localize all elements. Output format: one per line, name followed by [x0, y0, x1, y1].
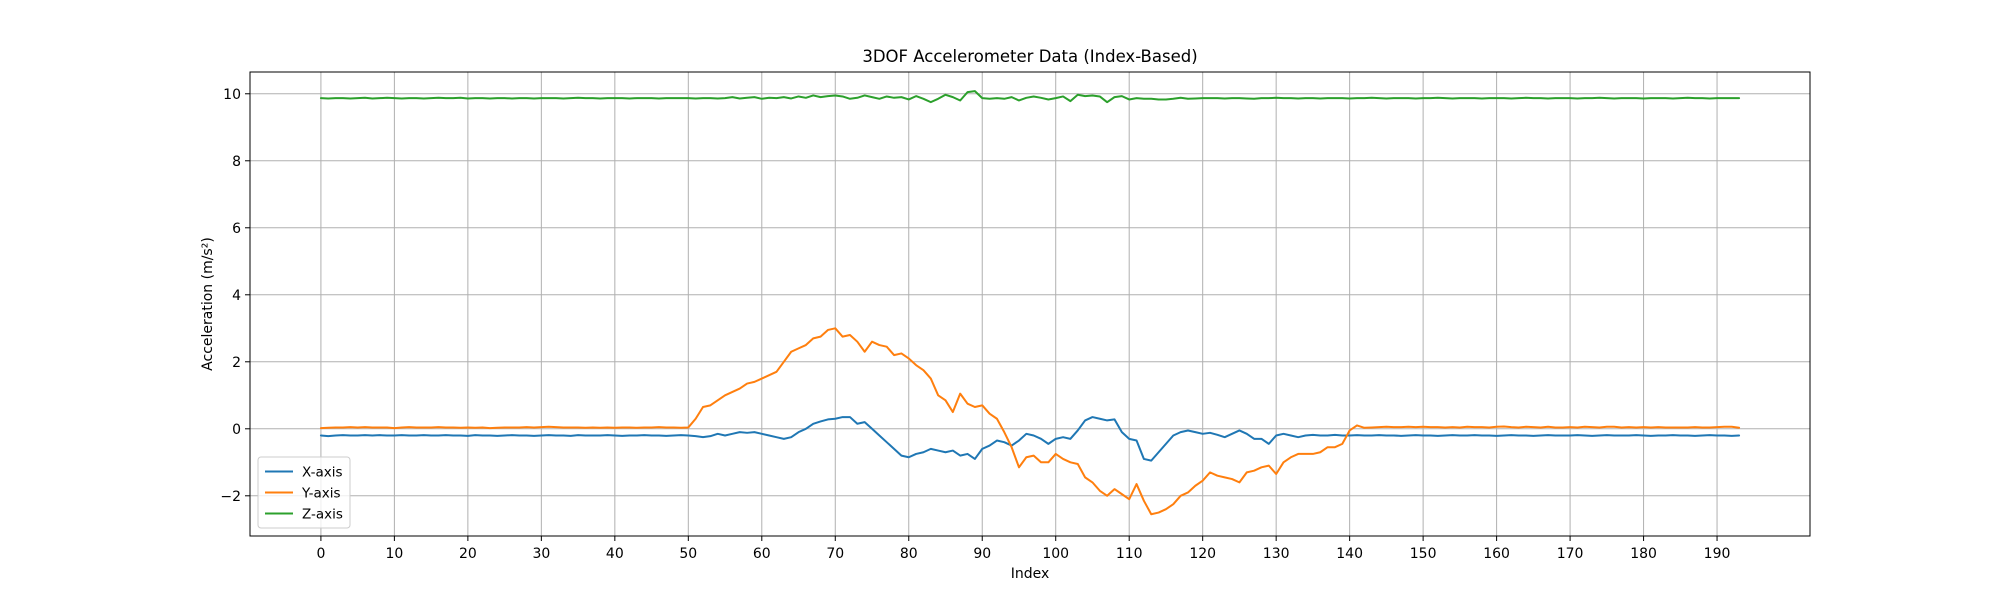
y-tick-label: 6: [232, 221, 241, 237]
legend-label-x-axis: X-axis: [302, 465, 343, 481]
x-axis-label: Index: [1011, 566, 1050, 582]
series-line-z-axis: [319, 90, 1741, 104]
x-tick-label: 80: [900, 546, 918, 562]
y-tick-label: −2: [220, 489, 241, 505]
grid-layer: [250, 72, 1810, 536]
x-tick-label: 170: [1557, 546, 1584, 562]
legend-label-z-axis: Z-axis: [302, 507, 343, 523]
y-axis-label: Acceleration (m/s²): [200, 237, 216, 371]
x-tick-label: 50: [679, 546, 697, 562]
plot-frame: [249, 71, 1811, 537]
x-tick-label: 190: [1704, 546, 1731, 562]
x-tick-label: 0: [316, 546, 325, 562]
x-tick-label: 100: [1042, 546, 1069, 562]
x-tick-label: 60: [753, 546, 771, 562]
x-tick-label: 160: [1483, 546, 1510, 562]
y-tick-label: 10: [223, 87, 241, 103]
x-tick-label: 20: [459, 546, 477, 562]
x-tick-label: 40: [606, 546, 624, 562]
legend-label-y-axis: Y-axis: [301, 486, 341, 502]
series-line-x-axis: [319, 416, 1741, 462]
x-tick-label: 140: [1336, 546, 1363, 562]
y-tick-label: 0: [232, 422, 241, 438]
x-tick-label: 180: [1630, 546, 1657, 562]
legend: X-axis Y-axis Z-axis: [257, 456, 351, 529]
series-layer: [319, 90, 1741, 516]
x-tick-label: 30: [532, 546, 550, 562]
x-tick-label: 150: [1410, 546, 1437, 562]
y-tick-label: 4: [232, 288, 241, 304]
chart-title: 3DOF Accelerometer Data (Index-Based): [862, 47, 1197, 66]
x-tick-label: 70: [826, 546, 844, 562]
x-tick-label: 120: [1189, 546, 1216, 562]
y-tick-label: 2: [232, 355, 241, 371]
x-tick-label: 90: [973, 546, 991, 562]
x-tick-label: 130: [1263, 546, 1290, 562]
x-tick-label: 110: [1116, 546, 1143, 562]
x-tick-label: 10: [385, 546, 403, 562]
legend-box: [257, 456, 351, 529]
y-tick-label: 8: [232, 154, 241, 170]
series-line-y-axis: [319, 327, 1741, 516]
ticks-layer: 0 10 20 30 40 50 60 70 80 90 100 110 120 130 140 150 160…: [220, 87, 1730, 562]
